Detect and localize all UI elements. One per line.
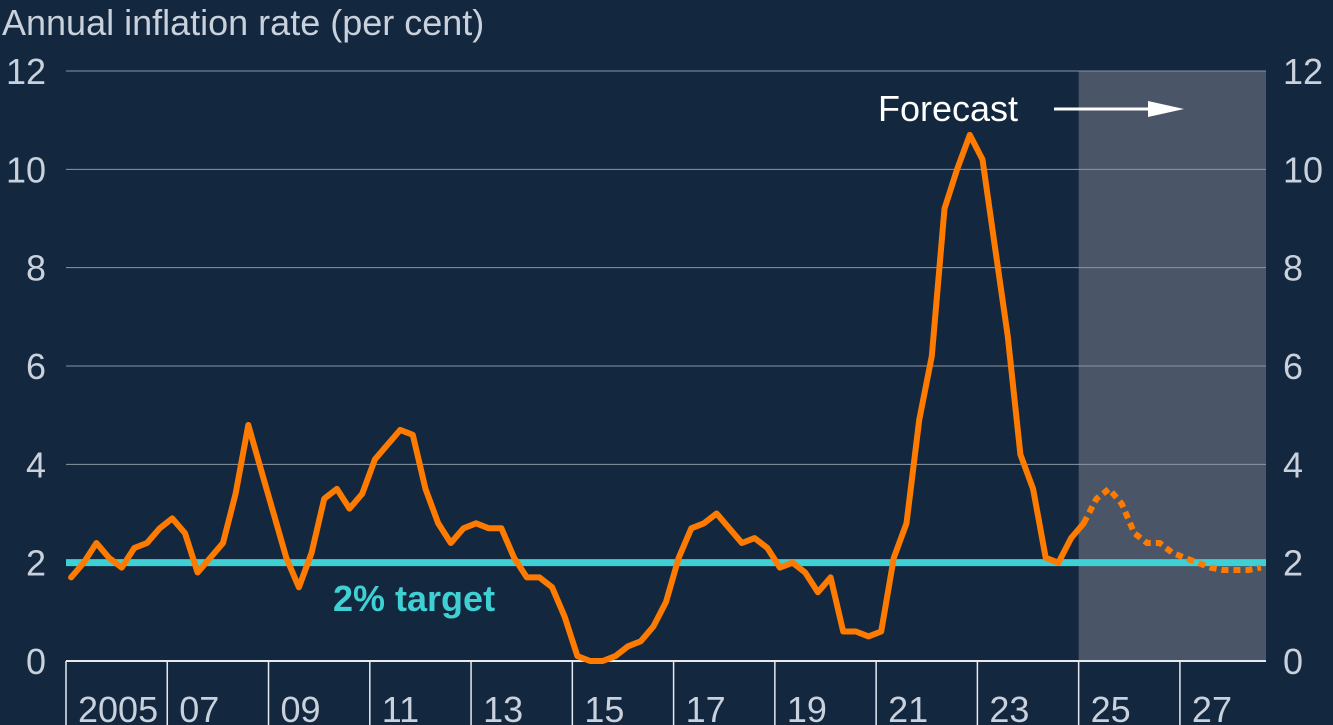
x-tick-label: 07 bbox=[179, 689, 219, 725]
x-tick-label: 27 bbox=[1192, 689, 1232, 725]
y-tick-label-left: 8 bbox=[26, 248, 46, 289]
x-tick-label: 21 bbox=[888, 689, 928, 725]
inflation-series-line bbox=[68, 131, 1087, 664]
y-tick-label-right: 2 bbox=[1283, 543, 1303, 584]
target-label: 2% target bbox=[333, 578, 495, 619]
y-axis-title: Annual inflation rate (per cent) bbox=[2, 2, 485, 43]
x-tick-label: 13 bbox=[483, 689, 523, 725]
x-tick-label: 17 bbox=[686, 689, 726, 725]
forecast-arrow-icon bbox=[1148, 101, 1184, 117]
x-tick-label: 15 bbox=[584, 689, 624, 725]
x-tick-label: 25 bbox=[1091, 689, 1131, 725]
x-tick-label: 19 bbox=[787, 689, 827, 725]
y-tick-label-left: 6 bbox=[26, 346, 46, 387]
y-tick-label-right: 12 bbox=[1283, 51, 1323, 92]
y-tick-label-right: 6 bbox=[1283, 346, 1303, 387]
x-tick-label: 11 bbox=[382, 689, 419, 725]
y-tick-label-left: 10 bbox=[6, 149, 46, 190]
y-tick-label-left: 0 bbox=[26, 641, 46, 682]
y-tick-label-left: 4 bbox=[26, 444, 46, 485]
forecast-series-line bbox=[1081, 485, 1262, 573]
y-tick-label-right: 10 bbox=[1283, 149, 1323, 190]
y-tick-label-left: 12 bbox=[6, 51, 46, 92]
y-tick-label-right: 8 bbox=[1283, 248, 1303, 289]
x-tick-label: 23 bbox=[989, 689, 1029, 725]
y-tick-label-right: 4 bbox=[1283, 444, 1303, 485]
y-tick-label-right: 0 bbox=[1283, 641, 1303, 682]
forecast-label: Forecast bbox=[878, 88, 1018, 129]
y-tick-label-left: 2 bbox=[26, 543, 46, 584]
x-tick-label: 2005 bbox=[78, 689, 158, 725]
x-tick-label: 09 bbox=[281, 689, 321, 725]
